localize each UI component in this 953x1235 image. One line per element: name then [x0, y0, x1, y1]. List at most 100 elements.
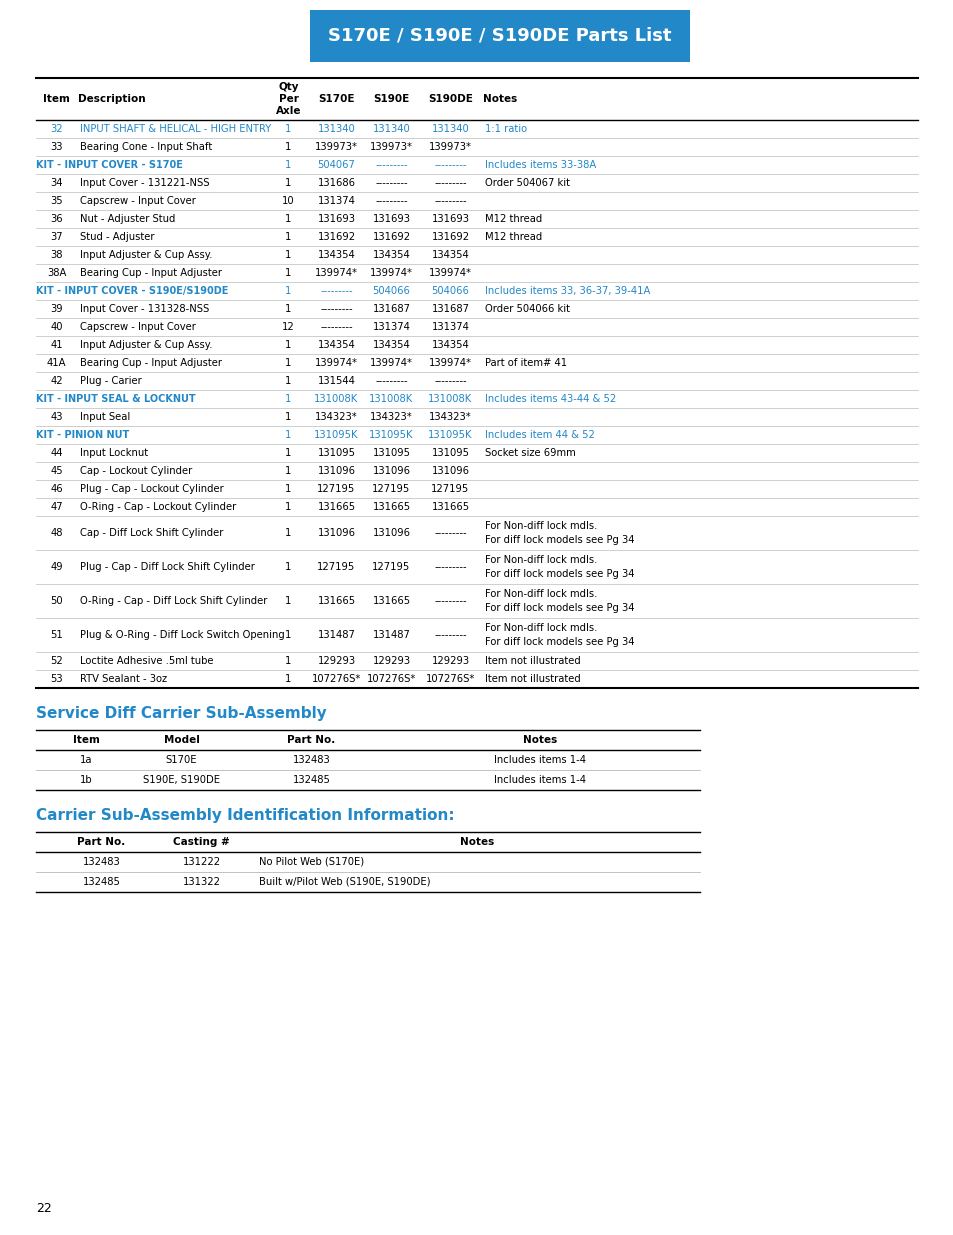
- Text: Input Locknut: Input Locknut: [80, 448, 148, 458]
- Text: Model: Model: [163, 735, 199, 745]
- Text: 131096: 131096: [317, 529, 355, 538]
- Text: ---------: ---------: [320, 287, 353, 296]
- Text: 38A: 38A: [47, 268, 66, 278]
- Text: ---------: ---------: [320, 322, 353, 332]
- Text: S190E: S190E: [373, 94, 409, 104]
- Text: Part of item# 41: Part of item# 41: [484, 358, 566, 368]
- Text: 45: 45: [51, 466, 63, 475]
- Text: 131665: 131665: [372, 501, 410, 513]
- Text: 47: 47: [51, 501, 63, 513]
- Text: Plug - Cap - Diff Lock Shift Cylinder: Plug - Cap - Diff Lock Shift Cylinder: [80, 562, 254, 572]
- Text: Built w/Pilot Web (S190E, S190DE): Built w/Pilot Web (S190E, S190DE): [258, 877, 430, 887]
- Text: 42: 42: [51, 375, 63, 387]
- Text: 1: 1: [285, 412, 292, 422]
- Text: 1: 1: [285, 340, 292, 350]
- Text: 1: 1: [285, 142, 292, 152]
- Text: 134323*: 134323*: [314, 412, 357, 422]
- Text: ---------: ---------: [434, 196, 466, 206]
- Text: 131095: 131095: [431, 448, 469, 458]
- Text: 1: 1: [285, 630, 292, 640]
- Text: For Non-diff lock mdls.: For Non-diff lock mdls.: [484, 624, 597, 634]
- Text: 22: 22: [36, 1202, 51, 1215]
- Text: 1: 1: [285, 358, 292, 368]
- Text: S190DE: S190DE: [428, 94, 473, 104]
- Text: Capscrew - Input Cover: Capscrew - Input Cover: [80, 322, 195, 332]
- Text: 131692: 131692: [317, 232, 355, 242]
- Text: Item not illustrated: Item not illustrated: [484, 674, 580, 684]
- Text: 35: 35: [51, 196, 63, 206]
- Text: 131095K: 131095K: [428, 430, 473, 440]
- Text: Capscrew - Input Cover: Capscrew - Input Cover: [80, 196, 195, 206]
- Text: 1: 1: [285, 214, 292, 224]
- Text: Plug & O-Ring - Diff Lock Switch Opening: Plug & O-Ring - Diff Lock Switch Opening: [80, 630, 284, 640]
- Text: O-Ring - Cap - Diff Lock Shift Cylinder: O-Ring - Cap - Diff Lock Shift Cylinder: [80, 597, 267, 606]
- Text: 131687: 131687: [431, 304, 469, 314]
- Text: No Pilot Web (S170E): No Pilot Web (S170E): [258, 857, 364, 867]
- Text: Cap - Diff Lock Shift Cylinder: Cap - Diff Lock Shift Cylinder: [80, 529, 223, 538]
- Text: 1: 1: [285, 394, 292, 404]
- Text: 131374: 131374: [317, 196, 355, 206]
- Text: 1: 1: [285, 656, 292, 666]
- Text: Plug - Cap - Lockout Cylinder: Plug - Cap - Lockout Cylinder: [80, 484, 224, 494]
- Text: 131340: 131340: [373, 124, 410, 135]
- Text: Nut - Adjuster Stud: Nut - Adjuster Stud: [80, 214, 175, 224]
- Text: 127195: 127195: [431, 484, 469, 494]
- Text: KIT - INPUT COVER - S170E: KIT - INPUT COVER - S170E: [36, 161, 183, 170]
- Text: ---------: ---------: [375, 196, 407, 206]
- Text: Bearing Cup - Input Adjuster: Bearing Cup - Input Adjuster: [80, 268, 222, 278]
- Text: ---------: ---------: [375, 161, 407, 170]
- Text: 1: 1: [285, 178, 292, 188]
- Text: RTV Sealant - 3oz: RTV Sealant - 3oz: [80, 674, 167, 684]
- Text: Part No.: Part No.: [77, 837, 126, 847]
- Text: 504066: 504066: [373, 287, 410, 296]
- Text: 38: 38: [51, 249, 63, 261]
- Text: Input Cover - 131328-NSS: Input Cover - 131328-NSS: [80, 304, 209, 314]
- Text: 107276S*: 107276S*: [366, 674, 416, 684]
- Text: Socket size 69mm: Socket size 69mm: [484, 448, 576, 458]
- Text: 131665: 131665: [372, 597, 410, 606]
- Text: KIT - INPUT SEAL & LOCKNUT: KIT - INPUT SEAL & LOCKNUT: [36, 394, 195, 404]
- Text: 1a: 1a: [80, 755, 92, 764]
- Text: For diff lock models see Pg 34: For diff lock models see Pg 34: [484, 603, 634, 613]
- Text: Includes items 1-4: Includes items 1-4: [494, 776, 585, 785]
- Text: S170E / S190E / S190DE Parts List: S170E / S190E / S190DE Parts List: [328, 27, 671, 44]
- Text: For diff lock models see Pg 34: For diff lock models see Pg 34: [484, 637, 634, 647]
- Text: 1: 1: [285, 597, 292, 606]
- Text: ---------: ---------: [434, 161, 466, 170]
- Text: 1: 1: [285, 375, 292, 387]
- Text: 131008K: 131008K: [314, 394, 358, 404]
- Text: Input Seal: Input Seal: [80, 412, 131, 422]
- Text: 129293: 129293: [317, 656, 355, 666]
- Text: O-Ring - Cap - Lockout Cylinder: O-Ring - Cap - Lockout Cylinder: [80, 501, 236, 513]
- Text: 131095: 131095: [372, 448, 410, 458]
- Text: 139974*: 139974*: [314, 268, 357, 278]
- Text: Input Cover - 131221-NSS: Input Cover - 131221-NSS: [80, 178, 210, 188]
- Text: 134323*: 134323*: [429, 412, 472, 422]
- Text: 127195: 127195: [317, 562, 355, 572]
- Text: 134354: 134354: [317, 249, 355, 261]
- Text: 107276S*: 107276S*: [312, 674, 361, 684]
- Text: Service Diff Carrier Sub-Assembly: Service Diff Carrier Sub-Assembly: [36, 706, 327, 721]
- Text: S170E: S170E: [166, 755, 197, 764]
- Text: 131665: 131665: [431, 501, 469, 513]
- Text: 1b: 1b: [80, 776, 92, 785]
- Text: ---------: ---------: [375, 178, 407, 188]
- Text: Notes: Notes: [460, 837, 494, 847]
- Text: Order 504067 kit: Order 504067 kit: [484, 178, 569, 188]
- Text: For Non-diff lock mdls.: For Non-diff lock mdls.: [484, 556, 597, 566]
- Text: 107276S*: 107276S*: [425, 674, 475, 684]
- FancyBboxPatch shape: [310, 10, 689, 62]
- Text: 36: 36: [51, 214, 63, 224]
- Text: 39: 39: [51, 304, 63, 314]
- Text: 131686: 131686: [317, 178, 355, 188]
- Text: ---------: ---------: [434, 375, 466, 387]
- Text: 1: 1: [285, 232, 292, 242]
- Text: 50: 50: [51, 597, 63, 606]
- Text: 129293: 129293: [431, 656, 469, 666]
- Text: For diff lock models see Pg 34: For diff lock models see Pg 34: [484, 569, 634, 579]
- Text: 131096: 131096: [431, 466, 469, 475]
- Text: 1: 1: [285, 674, 292, 684]
- Text: 1: 1: [285, 466, 292, 475]
- Text: 131487: 131487: [317, 630, 355, 640]
- Text: M12 thread: M12 thread: [484, 214, 541, 224]
